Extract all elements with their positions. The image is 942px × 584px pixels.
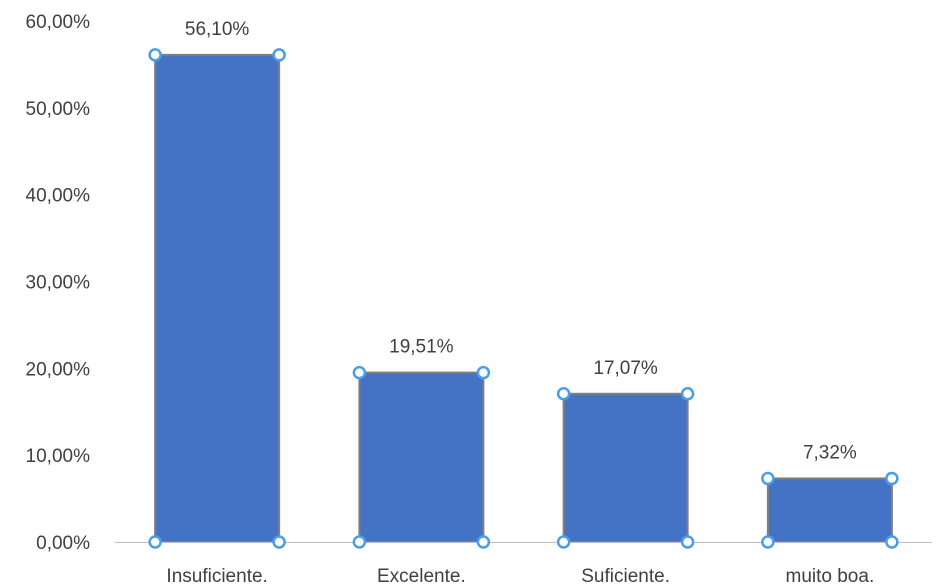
bar[interactable] <box>154 53 281 544</box>
data-labels: 56,10% 19,51% 17,07% 7,32% <box>185 19 857 464</box>
selection-handle[interactable] <box>680 535 695 549</box>
y-tick-label: 20,00% <box>26 359 91 380</box>
y-tick-label: 50,00% <box>26 99 91 120</box>
data-label: 56,10% <box>185 19 250 40</box>
bar-series[interactable] <box>154 53 893 544</box>
selection-handle[interactable] <box>476 535 491 549</box>
selection-handle[interactable] <box>148 535 162 549</box>
selection-handle[interactable] <box>885 471 899 486</box>
selection-handle[interactable] <box>885 535 899 549</box>
selection-handle[interactable] <box>352 535 367 549</box>
data-label: 7,32% <box>803 442 857 463</box>
selection-handle[interactable] <box>352 365 367 380</box>
selection-handle[interactable] <box>556 387 571 401</box>
selection-handle[interactable] <box>680 387 695 401</box>
bar[interactable] <box>562 392 689 544</box>
category-label: Suficiente. <box>581 566 670 584</box>
y-tick-label: 60,00% <box>26 12 91 33</box>
selection-handle[interactable] <box>272 48 286 62</box>
y-tick-label: 10,00% <box>26 446 91 467</box>
selection-handle[interactable] <box>272 535 286 549</box>
data-label: 17,07% <box>593 358 658 379</box>
x-axis-category-labels: Insuficiente. Excelente. Suficiente. muito … <box>166 566 874 584</box>
bar[interactable] <box>766 477 893 543</box>
category-label: Excelente. <box>377 566 466 584</box>
y-tick-label: 40,00% <box>26 186 91 207</box>
selection-handle[interactable] <box>476 365 491 380</box>
selection-handles[interactable] <box>148 48 899 549</box>
y-axis-ticks: 0,00% 10,00% 20,00% 30,00% 40,00% 50,00% 60,00… <box>26 12 91 554</box>
category-label: Insuficiente. <box>166 566 267 584</box>
selection-handle[interactable] <box>556 535 571 549</box>
bar[interactable] <box>358 371 485 543</box>
selection-handle[interactable] <box>761 471 775 486</box>
y-tick-label: 30,00% <box>26 273 91 294</box>
y-tick-label: 0,00% <box>36 533 90 554</box>
selection-handle[interactable] <box>761 535 775 549</box>
category-label: muito boa. <box>786 566 875 584</box>
selection-handle[interactable] <box>148 48 162 62</box>
data-label: 19,51% <box>389 337 454 358</box>
